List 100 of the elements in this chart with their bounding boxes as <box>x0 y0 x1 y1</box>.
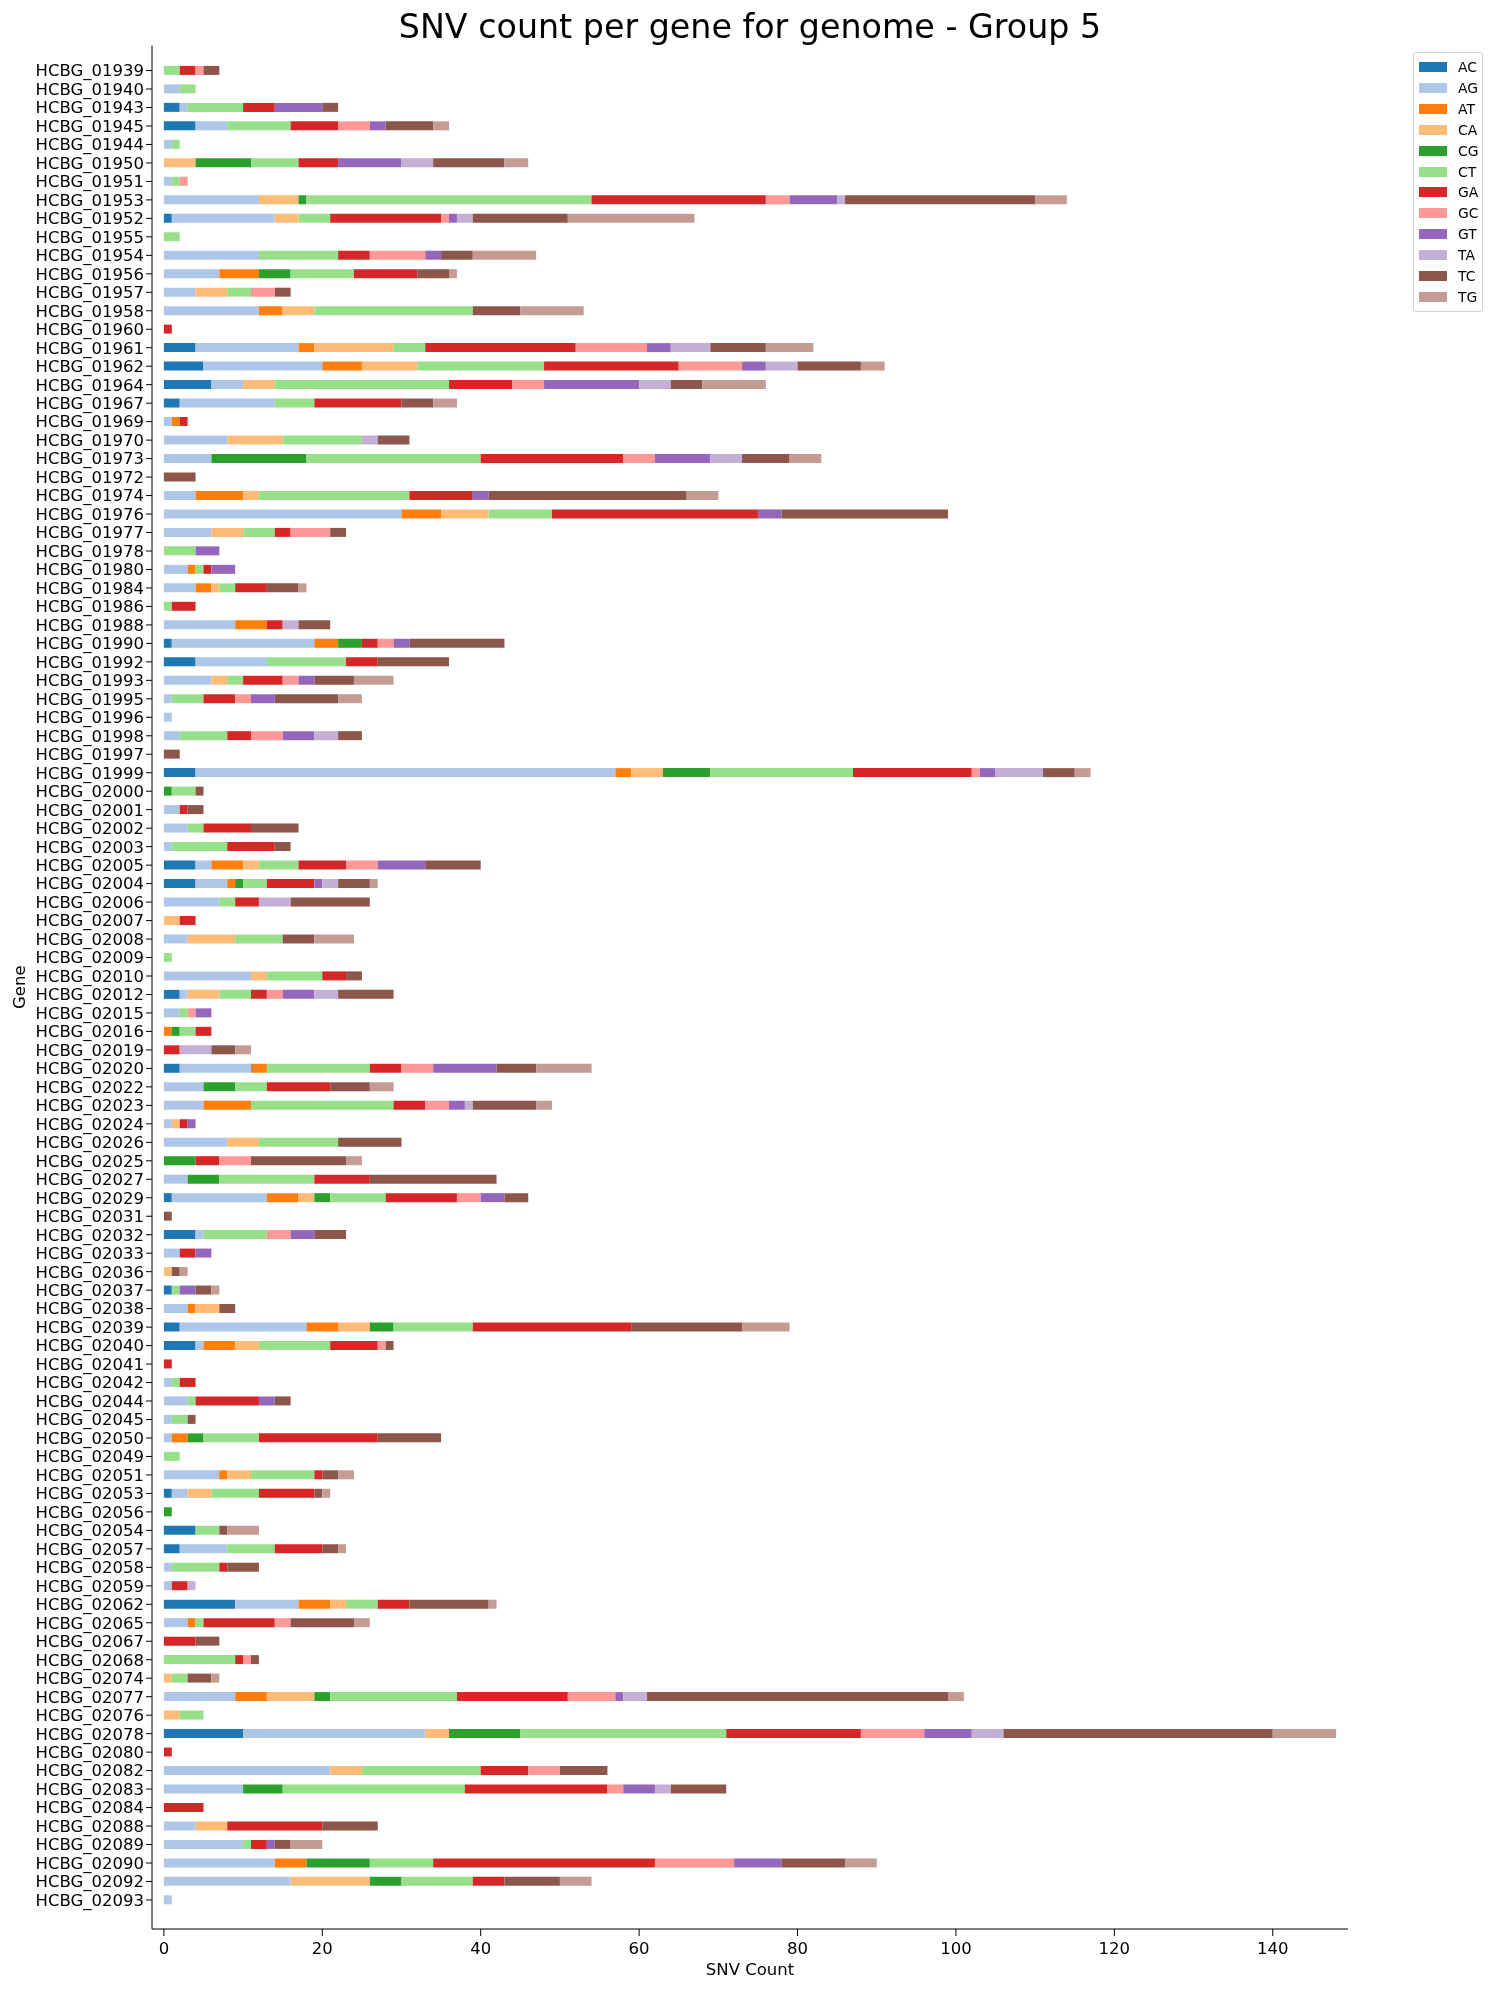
bar <box>282 934 315 944</box>
bar <box>163 121 196 131</box>
bar <box>187 102 244 112</box>
bar <box>203 361 323 371</box>
bar <box>710 343 766 353</box>
y-tick-label: HCBG_02023 <box>35 1096 144 1117</box>
bar <box>179 731 228 741</box>
bar <box>425 1100 450 1110</box>
bar <box>290 1839 323 1849</box>
bar <box>742 453 790 463</box>
bar <box>163 1082 204 1092</box>
bar <box>171 1119 180 1129</box>
bar <box>860 1729 925 1739</box>
bar <box>322 971 347 981</box>
bar <box>338 1322 370 1332</box>
x-tick-label: 60 <box>628 1938 650 1958</box>
bar <box>338 121 370 131</box>
bar <box>401 1876 473 1886</box>
bar <box>377 1433 442 1443</box>
bar <box>163 1359 172 1369</box>
bar <box>314 879 323 888</box>
bar <box>179 1026 196 1036</box>
bar <box>163 1599 236 1609</box>
bar <box>377 1599 410 1609</box>
y-tick-label: HCBG_02015 <box>35 1003 144 1024</box>
y-tick-label: HCBG_02051 <box>35 1465 144 1486</box>
bar <box>187 1618 196 1628</box>
bar <box>171 1581 188 1591</box>
bar <box>266 1193 299 1203</box>
bar <box>369 1174 497 1184</box>
bar <box>441 250 473 260</box>
bar <box>377 435 410 445</box>
bar <box>163 1045 180 1055</box>
bar <box>195 768 616 778</box>
y-tick-label: HCBG_01988 <box>35 615 144 636</box>
bar <box>211 583 220 593</box>
bar <box>163 102 180 112</box>
bar <box>163 1544 180 1554</box>
bar <box>314 1692 331 1702</box>
bar <box>163 601 172 611</box>
bar <box>187 1304 196 1314</box>
bar <box>203 65 220 75</box>
y-tick-label: HCBG_02010 <box>35 966 144 987</box>
bar <box>211 564 236 574</box>
bar <box>195 1248 212 1258</box>
bar <box>163 1784 244 1794</box>
bar <box>456 1193 481 1203</box>
bar <box>243 527 275 537</box>
bar <box>211 1045 236 1055</box>
bar <box>330 1599 347 1609</box>
bar <box>251 158 299 168</box>
bar <box>235 1045 252 1055</box>
bar <box>171 786 196 796</box>
bar <box>393 1322 473 1332</box>
bar <box>639 380 671 390</box>
y-tick-label: HCBG_02040 <box>35 1336 144 1357</box>
bar <box>852 768 972 778</box>
y-tick-label: HCBG_02056 <box>35 1502 144 1523</box>
y-tick-label: HCBG_02082 <box>35 1761 144 1782</box>
bar <box>536 1063 592 1073</box>
bar <box>742 361 766 371</box>
bar <box>195 158 252 168</box>
y-tick-label: HCBG_01995 <box>35 689 144 710</box>
bar <box>163 1636 196 1646</box>
bar <box>258 897 291 907</box>
y-tick-label: HCBG_02022 <box>35 1077 144 1098</box>
bar <box>765 195 790 205</box>
y-tick-label: HCBG_01955 <box>35 227 144 248</box>
bar <box>623 1692 648 1702</box>
bar <box>441 509 489 519</box>
bar <box>163 1895 172 1905</box>
bar <box>314 1230 347 1240</box>
bar <box>544 380 640 390</box>
bar <box>163 694 172 704</box>
bar <box>163 490 196 500</box>
bar <box>290 897 370 907</box>
legend-label: CA <box>1458 121 1478 138</box>
bar <box>647 343 671 353</box>
bar <box>179 417 188 427</box>
bar <box>409 638 505 648</box>
y-tick-label: HCBG_01978 <box>35 541 144 562</box>
bar <box>171 1285 180 1295</box>
bar <box>227 435 283 445</box>
y-tick-label: HCBG_02042 <box>35 1373 144 1394</box>
bar <box>179 65 196 75</box>
bar <box>377 860 426 870</box>
bar <box>298 343 315 353</box>
bar <box>298 620 331 630</box>
y-tick-label: HCBG_02031 <box>35 1207 144 1228</box>
y-tick-label: HCBG_01958 <box>35 301 144 322</box>
y-tick-label: HCBG_02093 <box>35 1890 144 1911</box>
bar <box>504 1876 560 1886</box>
bar <box>369 1858 434 1868</box>
bar <box>251 287 275 297</box>
bar <box>163 380 212 390</box>
bar <box>187 1414 196 1424</box>
bar <box>163 509 402 519</box>
bar <box>282 675 299 685</box>
y-tick-label: HCBG_02007 <box>35 911 144 932</box>
bar <box>171 1433 188 1443</box>
